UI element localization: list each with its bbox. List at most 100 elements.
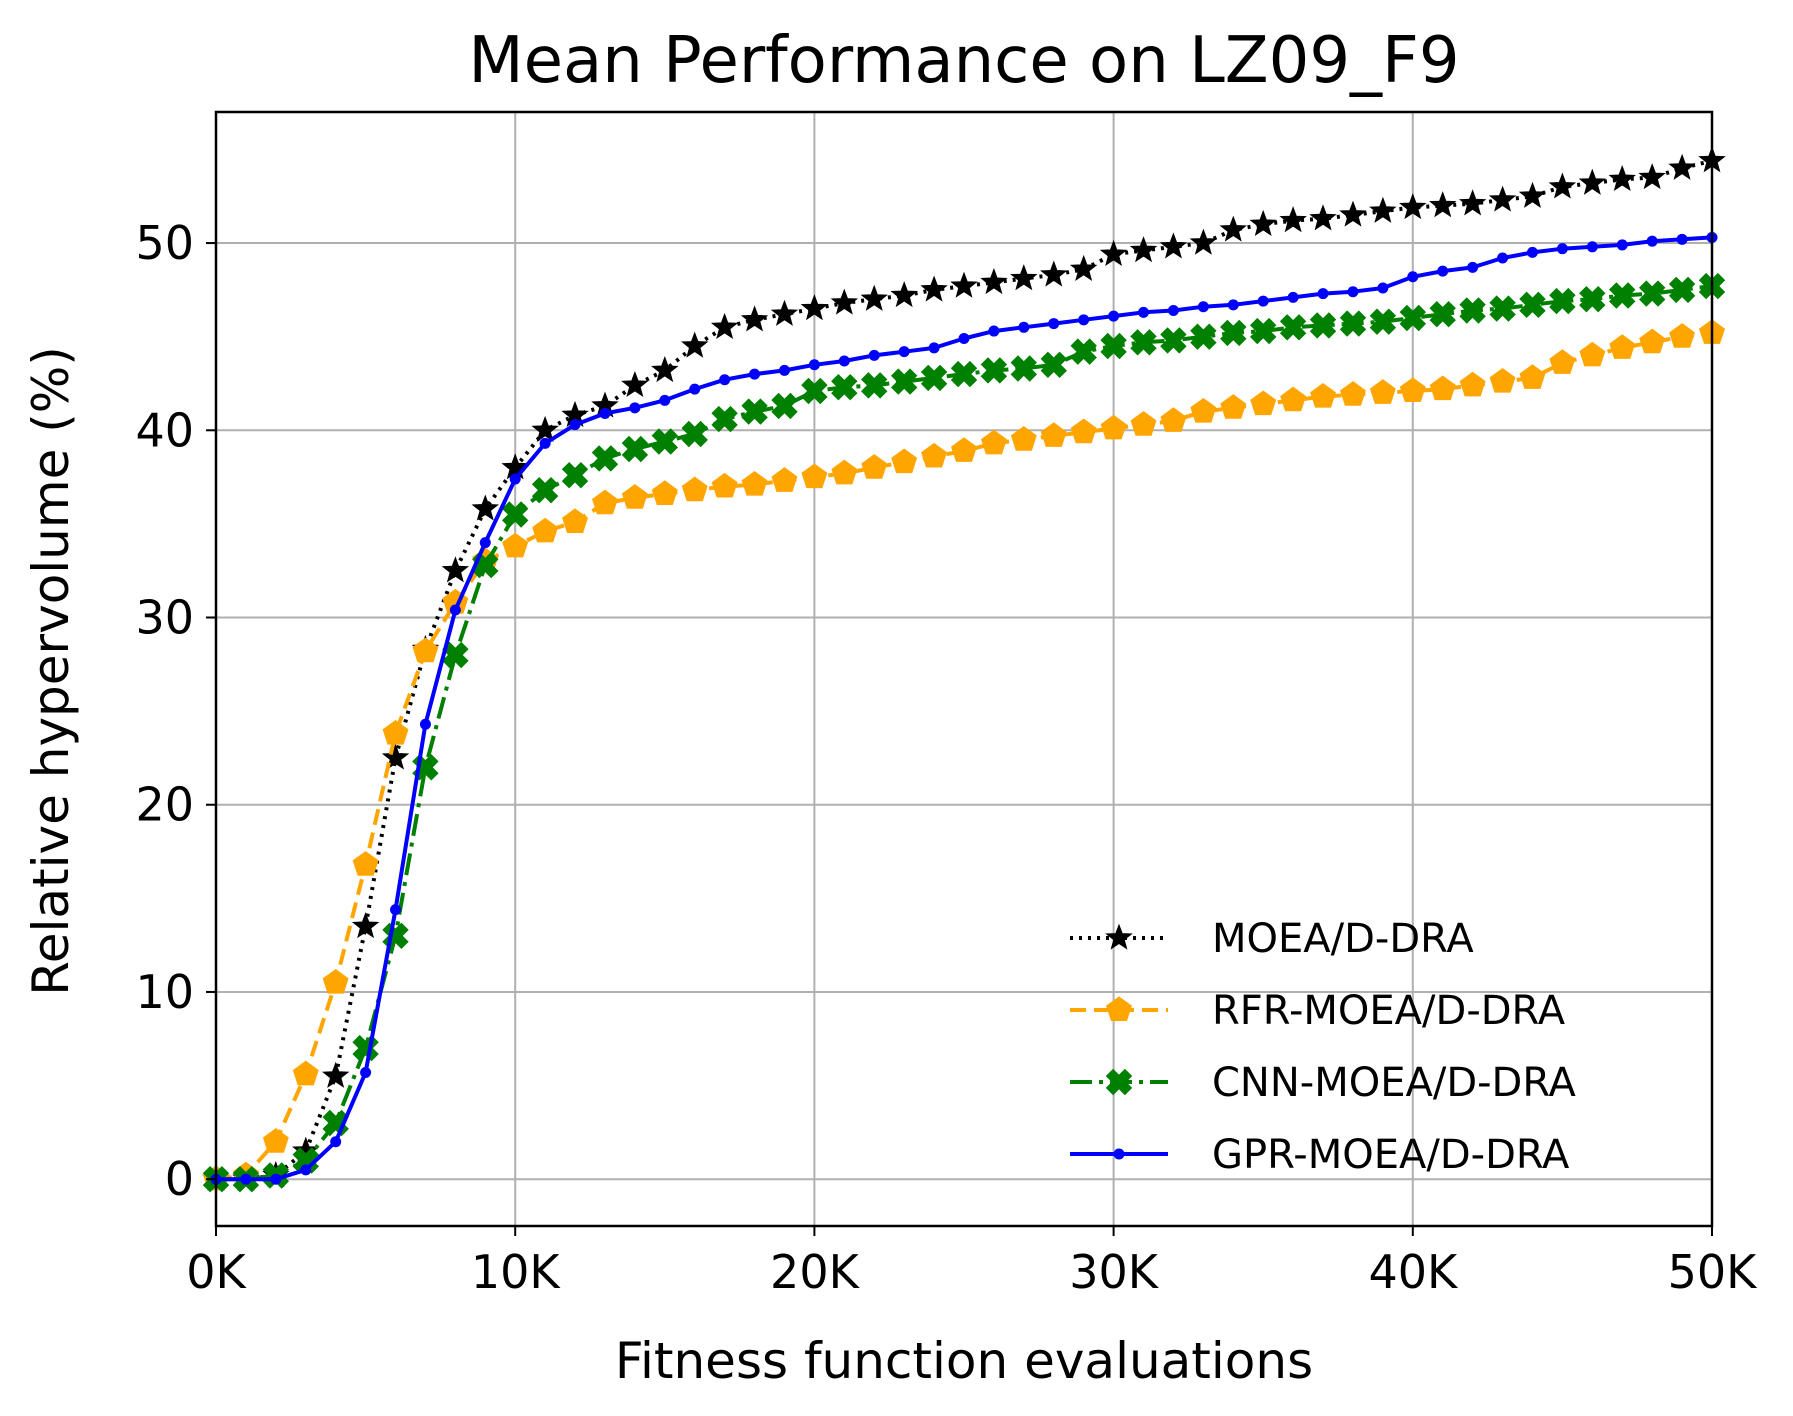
data-point-marker (1160, 407, 1187, 432)
data-point-marker (1279, 206, 1307, 233)
data-point-marker (1010, 355, 1038, 382)
data-point-marker (300, 1164, 312, 1176)
data-point-marker (1489, 367, 1516, 393)
data-point-marker (681, 420, 708, 448)
data-point-marker (1519, 364, 1546, 389)
data-point-marker (1676, 233, 1688, 245)
data-point-marker (1339, 200, 1367, 227)
data-point-marker (651, 355, 679, 383)
series-gpr-moea-d-dra (210, 231, 1718, 1185)
data-point-marker (531, 415, 559, 442)
data-point-marker (1609, 334, 1636, 359)
axis-ticks: 0K 10K 20K 30K 40K 50K 0 10 20 30 40 50 (135, 216, 1758, 1299)
data-point-marker (1010, 425, 1037, 451)
data-point-marker (1010, 264, 1038, 291)
data-point-marker (1100, 332, 1127, 360)
data-point-marker (1099, 239, 1128, 266)
data-point-marker (1040, 422, 1067, 447)
data-point-marker (1070, 338, 1097, 365)
y-tick-label: 10 (135, 965, 194, 1019)
data-point-marker (950, 271, 978, 298)
data-point-marker (1616, 239, 1628, 251)
data-point-marker (1669, 323, 1695, 348)
data-point-marker (270, 1173, 282, 1185)
data-point-marker (592, 489, 618, 515)
data-point-marker (1227, 299, 1239, 311)
data-point-marker (980, 357, 1008, 384)
data-point-marker (621, 435, 649, 463)
x-tick-label: 40K (1368, 1245, 1459, 1299)
data-point-marker (1078, 314, 1090, 326)
data-point-marker (621, 370, 649, 398)
data-point-marker (1548, 172, 1577, 199)
data-point-marker (1467, 261, 1479, 273)
data-point-marker (681, 331, 709, 358)
data-point-marker (1219, 215, 1247, 242)
data-point-marker (808, 359, 820, 371)
data-point-marker (1638, 280, 1666, 307)
data-point-marker (1257, 295, 1269, 307)
data-point-marker (539, 437, 551, 449)
data-point-marker (891, 448, 918, 474)
data-point-marker (1287, 291, 1299, 303)
plot-area-frame (214, 110, 1714, 1228)
y-tick-label: 0 (165, 1152, 194, 1206)
data-point-marker (382, 719, 409, 745)
data-point-marker (1160, 327, 1187, 354)
data-point-marker (390, 904, 402, 916)
data-point-marker (531, 476, 559, 504)
data-point-marker (360, 1066, 372, 1078)
y-axis-title: Relative hypervolume (%) (22, 346, 80, 996)
data-point-marker (479, 537, 491, 549)
data-point-marker (1549, 287, 1576, 315)
x-tick-label: 30K (1069, 1245, 1160, 1299)
data-point-marker (412, 637, 439, 663)
data-point-marker (1105, 923, 1133, 950)
data-point-marker (1399, 377, 1426, 402)
data-point-marker (1048, 318, 1060, 330)
data-point-marker (1309, 312, 1337, 339)
data-point-marker (1608, 164, 1636, 192)
data-point-marker (1459, 371, 1486, 397)
data-point-marker (800, 294, 829, 321)
data-point-marker (1100, 414, 1127, 440)
data-point-marker (591, 445, 619, 472)
data-point-marker (240, 1173, 252, 1185)
data-point-marker (831, 373, 858, 401)
data-point-marker (502, 532, 529, 558)
data-point-marker (352, 851, 379, 876)
data-point-marker (1459, 297, 1486, 324)
data-point-marker (958, 333, 970, 345)
data-point-marker (1310, 382, 1336, 408)
series-cnn-moea-d-dra (202, 272, 1726, 1193)
data-point-marker (988, 325, 1000, 337)
data-point-marker (1280, 386, 1307, 412)
data-point-marker (1138, 306, 1150, 318)
data-point-marker (741, 470, 768, 496)
data-point-marker (1668, 153, 1696, 180)
data-point-marker (561, 461, 589, 489)
data-point-marker (1399, 193, 1427, 220)
data-point-marker (1309, 204, 1337, 231)
legend-label: MOEA/D-DRA (1212, 916, 1474, 962)
data-point-marker (861, 454, 888, 479)
data-point-marker (860, 372, 888, 399)
data-point-marker (898, 346, 910, 358)
data-point-marker (749, 368, 761, 380)
data-point-marker (1105, 1068, 1133, 1096)
data-point-marker (1317, 288, 1329, 300)
data-point-marker (599, 407, 611, 419)
legend-label: GPR-MOEA/D-DRA (1212, 1132, 1570, 1178)
data-point-marker (1347, 286, 1359, 298)
data-point-marker (351, 911, 380, 939)
data-point-marker (322, 968, 349, 994)
data-point-marker (1129, 236, 1158, 263)
data-point-marker (830, 288, 859, 315)
data-point-marker (442, 641, 469, 669)
data-point-marker (980, 267, 1008, 295)
data-point-marker (1556, 243, 1568, 255)
data-point-marker (1070, 418, 1097, 444)
y-tick-label: 50 (135, 216, 194, 270)
data-point-marker (1518, 181, 1547, 208)
